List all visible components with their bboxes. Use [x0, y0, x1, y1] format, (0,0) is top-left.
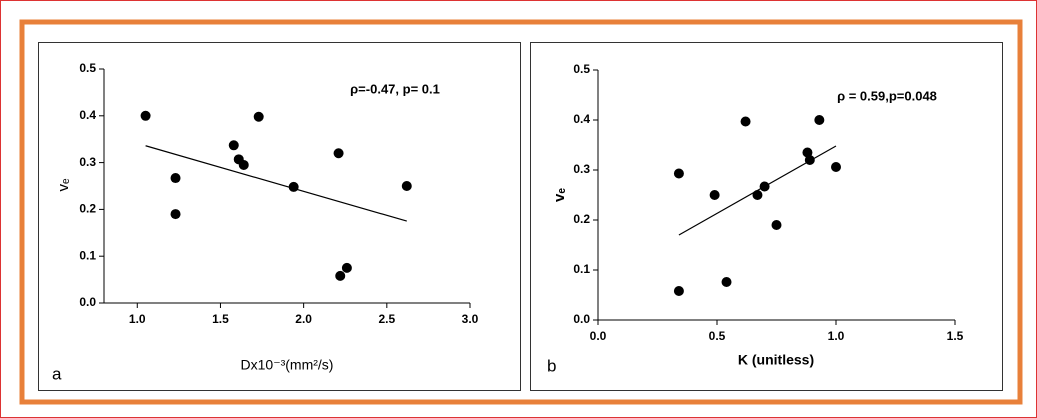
panel-box: [530, 42, 1003, 391]
frame: [19, 19, 1023, 405]
point: [341, 262, 352, 273]
y-tick-label: 0.1: [573, 262, 590, 276]
point: [228, 140, 239, 151]
point: [673, 286, 684, 296]
x-tick-label: 0.5: [709, 329, 726, 343]
y-tick-label: 0.2: [573, 212, 590, 226]
x-tick-label: 1.0: [129, 312, 146, 326]
panel-box: [38, 42, 521, 391]
point: [253, 111, 264, 122]
y-tick-label: 0.4: [573, 112, 590, 126]
y-axis-label: vₑ: [551, 188, 568, 202]
point: [814, 115, 825, 125]
y-tick-label: 0.2: [79, 202, 96, 216]
point: [831, 162, 841, 172]
x-tick-label: 2.0: [295, 312, 312, 326]
point: [802, 147, 813, 158]
annotation: ρ=-0.47, p= 0.1: [350, 81, 440, 96]
y-tick-label: 0.5: [573, 62, 590, 76]
x-tick-label: 1.0: [828, 329, 845, 343]
y-tick-label: 0.0: [79, 295, 96, 309]
y-tick-label: 0.5: [79, 61, 96, 75]
point: [401, 181, 412, 191]
point: [709, 190, 720, 200]
point: [721, 277, 732, 287]
point: [170, 209, 181, 220]
y-axis-label: vₑ: [55, 178, 72, 192]
point: [335, 270, 346, 281]
point: [238, 159, 249, 170]
x-tick-label: 2.5: [378, 312, 395, 326]
panel-label: a: [52, 364, 62, 383]
panel-label: b: [547, 356, 556, 375]
point: [333, 148, 344, 159]
y-tick-label: 0.3: [79, 155, 96, 169]
x-tick-label: 3.0: [462, 312, 479, 326]
y-tick-label: 0.3: [573, 162, 590, 176]
y-tick-label: 0.1: [79, 248, 96, 262]
point: [752, 190, 763, 200]
x-tick-label: 0.0: [590, 329, 607, 343]
point: [673, 168, 684, 179]
point: [771, 220, 782, 230]
x-tick-label: 1.5: [947, 329, 964, 343]
point: [740, 116, 751, 127]
x-tick-label: 1.5: [212, 312, 229, 326]
point: [759, 181, 770, 192]
point: [140, 110, 151, 121]
x-axis-label: Dx10⁻³(mm²/s): [241, 357, 334, 373]
point: [804, 155, 815, 165]
y-tick-label: 0.0: [573, 312, 590, 326]
fit-line: [145, 145, 407, 222]
y-tick-label: 0.4: [79, 108, 96, 122]
annotation: ρ = 0.59,p=0.048: [837, 88, 937, 103]
point: [288, 181, 299, 192]
x-axis-label: K (unitless): [738, 352, 814, 368]
point: [170, 173, 181, 184]
